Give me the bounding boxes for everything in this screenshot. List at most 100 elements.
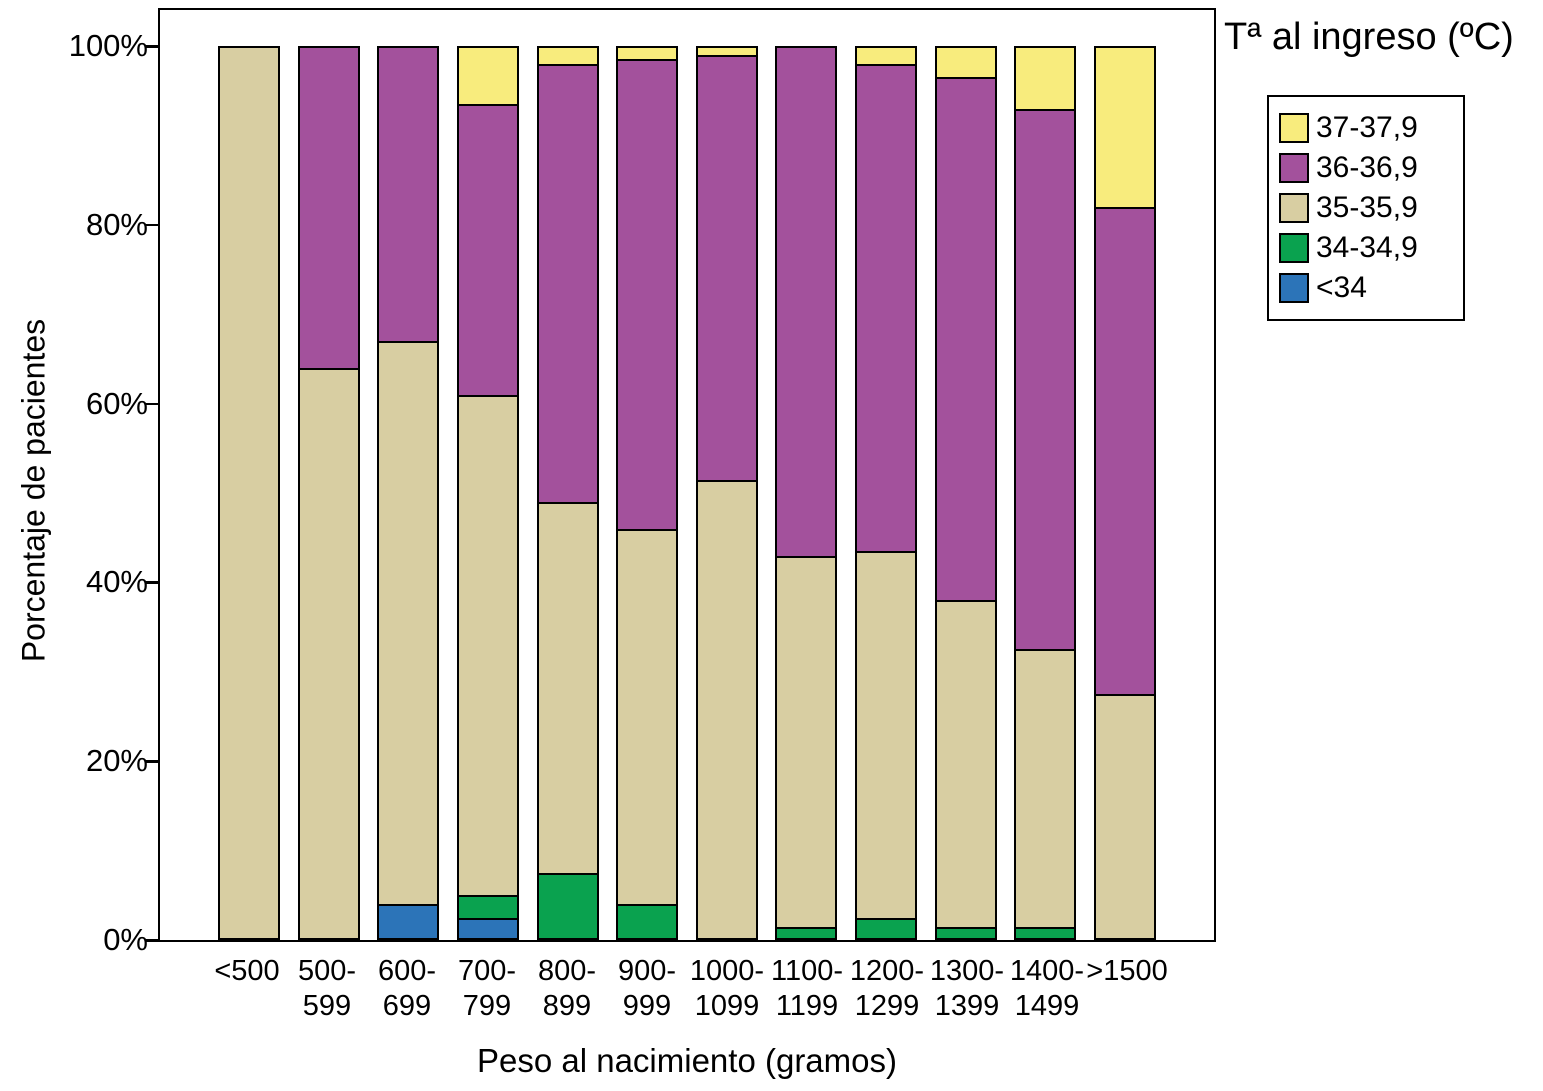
bar-<500 — [218, 46, 280, 940]
bar-segment-35-35,9 — [695, 479, 758, 940]
x-tick-label-line: 1300- — [929, 955, 1005, 987]
x-tick-label-line: >1500 — [1086, 955, 1168, 987]
legend-entry-34-34,9: 34-34,9 — [1279, 231, 1453, 265]
bar-segment-34-34,9 — [855, 917, 917, 940]
y-tick-label: 100% — [68, 28, 148, 63]
x-tick-label-1400-1499: 1400- 1499 — [1010, 954, 1084, 1024]
bar-segment-<34 — [456, 917, 519, 940]
bar-segment-37-37,9 — [456, 46, 519, 105]
x-tick-label-line: 999 — [622, 990, 672, 1022]
x-tick-label-700-799: 700- 799 — [456, 954, 518, 1024]
bar-segment-37-37,9 — [616, 46, 679, 60]
bar-segment-35-35,9 — [934, 600, 997, 927]
bar-900-999 — [616, 46, 679, 940]
x-tick-label-600-699: 600- 699 — [376, 954, 438, 1024]
legend-swatch — [1279, 113, 1309, 143]
bar-segment-34-34,9 — [616, 904, 679, 940]
x-tick-label-800-899: 800- 899 — [536, 954, 598, 1024]
bar-segment-37-37,9 — [855, 46, 917, 64]
x-tick-label-line: 500- — [297, 955, 357, 987]
y-tick-mark — [146, 581, 158, 584]
x-tick-label-1100-1199: 1100- 1199 — [771, 954, 843, 1024]
bar-1000-1099 — [695, 46, 758, 940]
y-tick-label: 60% — [85, 385, 148, 421]
x-tick-label-line: 1499 — [1014, 990, 1080, 1022]
x-tick-label-line: 899 — [542, 990, 592, 1022]
bar-segment-37-37,9 — [934, 46, 997, 78]
y-tick-label: 0% — [103, 922, 148, 957]
bar-segment-34-34,9 — [775, 926, 838, 940]
legend-title: Tª al ingreso (ºC) — [1224, 16, 1514, 58]
bar-segment-35-35,9 — [297, 367, 360, 940]
legend-entry-35-35,9: 35-35,9 — [1279, 191, 1453, 225]
x-tick-label-line: 700- — [457, 955, 517, 987]
x-tick-label-line: 1100- — [770, 955, 844, 987]
bar-segment-34-34,9 — [536, 872, 599, 940]
y-axis-title: Porcentaje de pacientes — [15, 318, 52, 663]
x-tick-label-line: 1000- — [689, 955, 765, 987]
bar-segment-35-35,9 — [616, 528, 679, 905]
bar-segment-35-35,9 — [536, 501, 599, 873]
bar-segment-36-36,9 — [297, 46, 360, 368]
bar-segment-34-34,9 — [456, 895, 519, 918]
y-tick-mark — [146, 760, 158, 763]
bar-segment-37-37,9 — [1014, 46, 1077, 109]
legend-label: 37-37,9 — [1316, 111, 1418, 144]
x-tick-label-900-999: 900- 999 — [616, 954, 678, 1024]
bar-500-599 — [297, 46, 360, 940]
bar-1200-1299 — [855, 46, 917, 940]
legend-label: <34 — [1316, 271, 1367, 304]
bar-segment-35-35,9 — [1014, 649, 1077, 927]
bar-segment-36-36,9 — [1093, 206, 1156, 695]
y-tick-label: 40% — [85, 564, 148, 600]
bar-segment-34-34,9 — [1014, 926, 1077, 940]
plot-area — [158, 8, 1216, 942]
bar-segment-35-35,9 — [218, 46, 280, 940]
bar-segment-35-35,9 — [855, 551, 917, 918]
legend: 37-37,9 36-36,9 35-35,9 34-34,9 <34 — [1267, 95, 1465, 321]
bar-1300-1399 — [934, 46, 997, 940]
x-tick-label-1300-1399: 1300- 1399 — [930, 954, 1004, 1024]
x-tick-label-line: 799 — [462, 990, 512, 1022]
y-tick-label: 20% — [85, 743, 148, 779]
bar-segment-36-36,9 — [536, 63, 599, 502]
bar-segment-34-34,9 — [934, 926, 997, 940]
bars-container — [160, 46, 1214, 940]
y-tick-mark — [146, 45, 158, 48]
x-tick-label-line: 900- — [617, 955, 677, 987]
x-tick-label-line: 1099 — [694, 990, 760, 1022]
bar-segment-35-35,9 — [456, 394, 519, 896]
x-tick-label-500-599: 500- 599 — [296, 954, 358, 1024]
x-tick-label-line: <500 — [214, 955, 280, 987]
x-tick-label-1200-1299: 1200- 1299 — [850, 954, 924, 1024]
bar-segment-37-37,9 — [536, 46, 599, 64]
y-tick-mark — [146, 223, 158, 227]
legend-swatch — [1279, 193, 1309, 223]
bar-1100-1199 — [775, 46, 838, 940]
bar-segment-35-35,9 — [1093, 694, 1156, 940]
bar-segment-35-35,9 — [377, 341, 440, 905]
x-axis-tick-labels: <500 500- 599 600- 699 700- 799 800- 899 900- 999 1… — [158, 954, 1216, 1024]
x-tick-label-line: 599 — [302, 990, 352, 1022]
bar-segment-36-36,9 — [616, 59, 679, 529]
bar-600-699 — [377, 46, 440, 940]
y-tick-mark — [146, 402, 158, 406]
legend-swatch — [1279, 153, 1309, 183]
legend-label: 36-36,9 — [1316, 151, 1418, 184]
legend-swatch — [1279, 273, 1309, 303]
x-tick-label-line: 1199 — [775, 990, 839, 1022]
bar-segment-36-36,9 — [377, 46, 440, 342]
bar-segment-35-35,9 — [775, 555, 838, 927]
bar-segment-36-36,9 — [934, 77, 997, 601]
bar-segment-37-37,9 — [695, 46, 758, 55]
x-tick-label->1500: >1500 — [1086, 954, 1167, 1024]
x-tick-label-line: 600- — [377, 955, 437, 987]
x-tick-label-line: 1299 — [854, 990, 920, 1022]
bar->1500 — [1093, 46, 1156, 940]
y-tick-label: 80% — [85, 206, 148, 242]
bar-700-799 — [456, 46, 519, 940]
legend-entry-<34: <34 — [1279, 271, 1453, 305]
y-tick-mark — [146, 939, 158, 942]
bar-segment-36-36,9 — [1014, 108, 1077, 650]
